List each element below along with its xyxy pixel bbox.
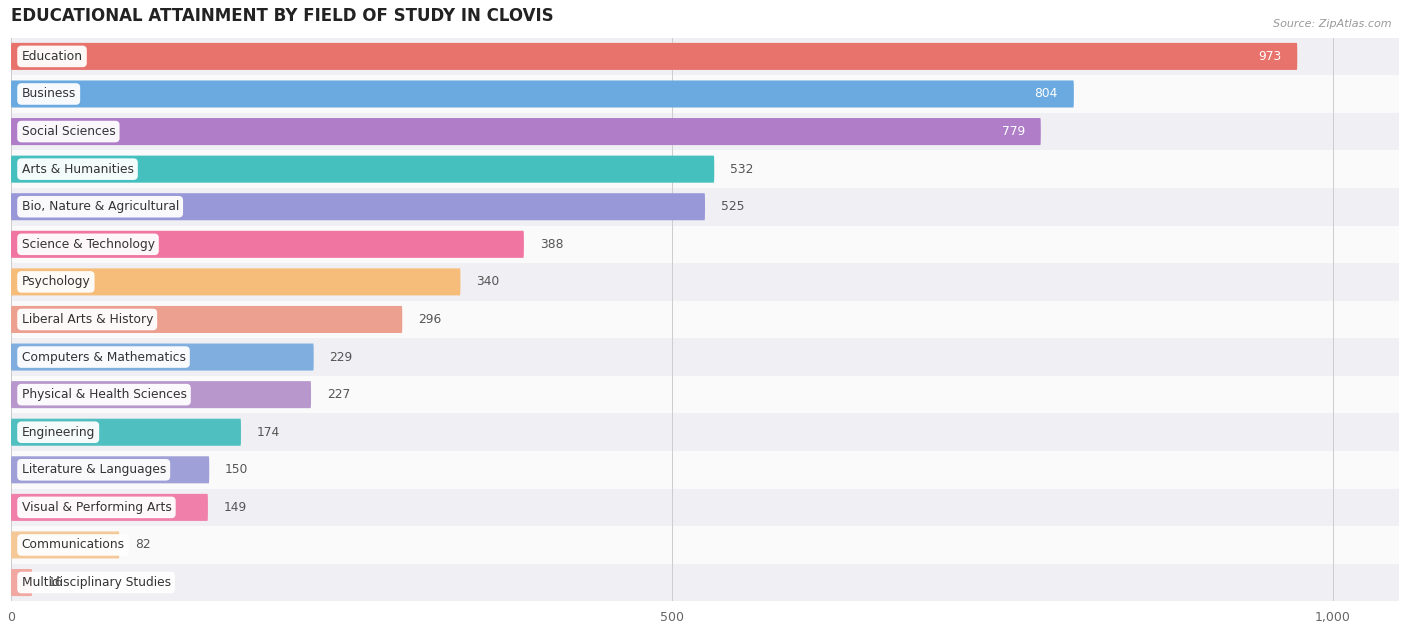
Text: 525: 525 <box>721 200 744 213</box>
Text: 227: 227 <box>328 388 350 401</box>
Bar <box>11 301 1399 338</box>
FancyBboxPatch shape <box>11 193 704 220</box>
Text: Literature & Languages: Literature & Languages <box>21 463 166 476</box>
Text: 174: 174 <box>257 426 280 439</box>
Text: Communications: Communications <box>21 538 125 551</box>
FancyBboxPatch shape <box>11 569 32 596</box>
Text: 82: 82 <box>135 538 150 551</box>
Bar <box>11 150 1399 188</box>
Bar <box>11 526 1399 563</box>
Text: Bio, Nature & Agricultural: Bio, Nature & Agricultural <box>21 200 179 213</box>
Text: 150: 150 <box>225 463 249 476</box>
Text: Social Sciences: Social Sciences <box>21 125 115 138</box>
Text: 973: 973 <box>1258 50 1281 63</box>
Text: Science & Technology: Science & Technology <box>21 238 155 251</box>
Text: 779: 779 <box>1001 125 1025 138</box>
Text: 16: 16 <box>48 576 63 589</box>
FancyBboxPatch shape <box>11 381 311 408</box>
FancyBboxPatch shape <box>11 531 120 558</box>
Text: Business: Business <box>21 88 76 100</box>
Text: Engineering: Engineering <box>21 426 94 439</box>
Bar <box>11 263 1399 301</box>
Bar <box>11 563 1399 601</box>
Text: 804: 804 <box>1035 88 1057 100</box>
Text: Liberal Arts & History: Liberal Arts & History <box>21 313 153 326</box>
Bar <box>11 188 1399 225</box>
Text: Physical & Health Sciences: Physical & Health Sciences <box>21 388 187 401</box>
Text: Computers & Mathematics: Computers & Mathematics <box>21 351 186 363</box>
Text: 340: 340 <box>477 275 499 288</box>
Bar <box>11 488 1399 526</box>
Text: Multidisciplinary Studies: Multidisciplinary Studies <box>21 576 170 589</box>
Text: Source: ZipAtlas.com: Source: ZipAtlas.com <box>1274 19 1392 29</box>
Text: 296: 296 <box>418 313 441 326</box>
FancyBboxPatch shape <box>11 268 460 295</box>
Text: EDUCATIONAL ATTAINMENT BY FIELD OF STUDY IN CLOVIS: EDUCATIONAL ATTAINMENT BY FIELD OF STUDY… <box>11 7 554 25</box>
Text: 149: 149 <box>224 501 247 514</box>
Text: Psychology: Psychology <box>21 275 90 288</box>
FancyBboxPatch shape <box>11 118 1040 145</box>
Bar <box>11 38 1399 75</box>
Text: Visual & Performing Arts: Visual & Performing Arts <box>21 501 172 514</box>
Bar <box>11 113 1399 150</box>
Bar <box>11 451 1399 488</box>
Text: Education: Education <box>21 50 83 63</box>
Text: Arts & Humanities: Arts & Humanities <box>21 163 134 175</box>
FancyBboxPatch shape <box>11 43 1298 70</box>
Bar <box>11 338 1399 376</box>
Text: 532: 532 <box>730 163 754 175</box>
Text: 388: 388 <box>540 238 564 251</box>
FancyBboxPatch shape <box>11 456 209 483</box>
Bar <box>11 75 1399 113</box>
FancyBboxPatch shape <box>11 419 240 445</box>
Text: 229: 229 <box>329 351 353 363</box>
FancyBboxPatch shape <box>11 343 314 370</box>
FancyBboxPatch shape <box>11 156 714 183</box>
FancyBboxPatch shape <box>11 81 1074 107</box>
Bar <box>11 376 1399 413</box>
FancyBboxPatch shape <box>11 494 208 521</box>
FancyBboxPatch shape <box>11 306 402 333</box>
Bar <box>11 413 1399 451</box>
FancyBboxPatch shape <box>11 231 524 258</box>
Bar <box>11 225 1399 263</box>
